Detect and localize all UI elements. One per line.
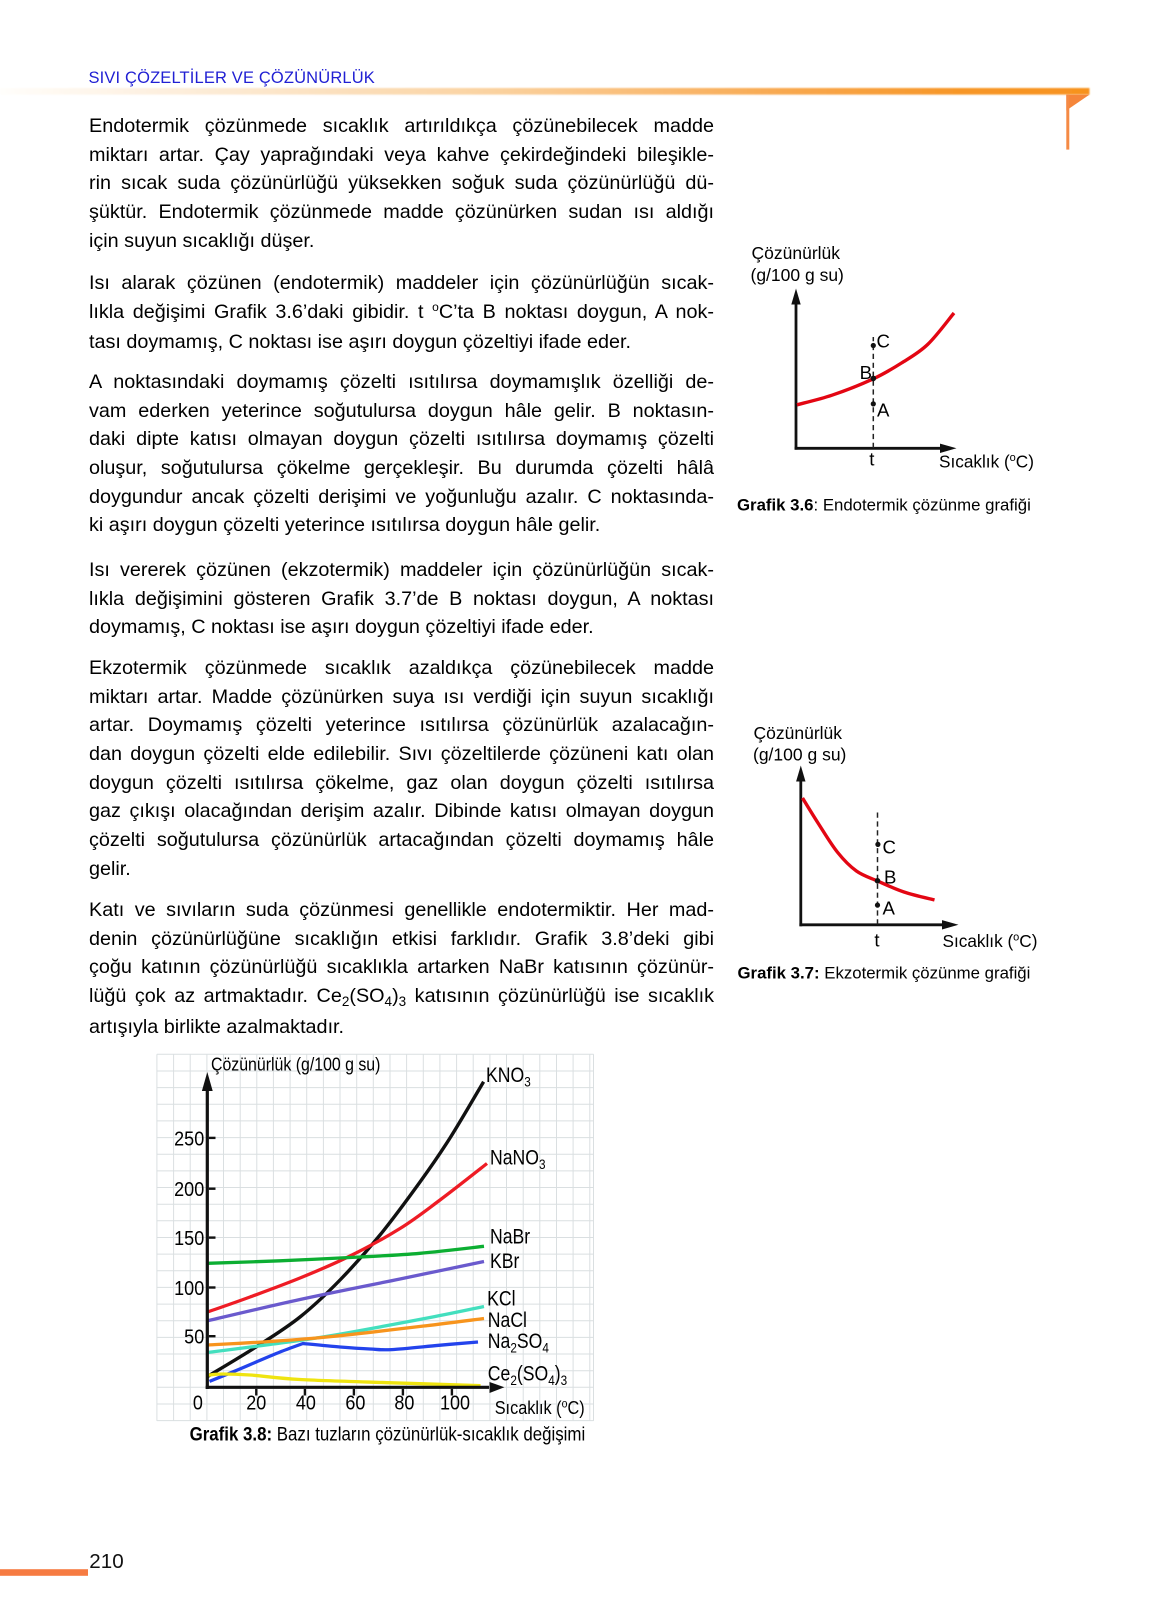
- svg-text:NaCl: NaCl: [488, 1309, 527, 1333]
- svg-text:100: 100: [440, 1393, 470, 1415]
- svg-text:KCl: KCl: [487, 1287, 515, 1311]
- svg-text:200: 200: [174, 1179, 204, 1201]
- svg-text:Sıcaklık (oC): Sıcaklık (oC): [943, 931, 1038, 951]
- svg-text:Çözünürlük: Çözünürlük: [754, 723, 843, 743]
- svg-text:80: 80: [394, 1393, 414, 1415]
- svg-text:NaNO3: NaNO3: [490, 1146, 546, 1172]
- svg-text:C: C: [883, 837, 896, 858]
- svg-text:B: B: [860, 362, 872, 383]
- svg-text:Grafik 3.7: Ekzotermik çözünme: Grafik 3.7: Ekzotermik çözünme grafiği: [738, 964, 1031, 983]
- svg-text:t: t: [874, 930, 880, 951]
- svg-text:20: 20: [246, 1393, 266, 1415]
- svg-text:60: 60: [345, 1393, 365, 1415]
- svg-text:40: 40: [296, 1393, 316, 1415]
- svg-text:(g/100 g su): (g/100 g su): [753, 745, 846, 765]
- svg-text:Sıcaklık (oC): Sıcaklık (oC): [939, 452, 1034, 472]
- svg-text:KBr: KBr: [490, 1250, 520, 1274]
- svg-text:NaBr: NaBr: [490, 1225, 531, 1249]
- svg-text:(g/100 g su): (g/100 g su): [751, 265, 844, 285]
- svg-text:250: 250: [174, 1128, 204, 1150]
- svg-text:B: B: [884, 867, 896, 888]
- svg-text:t: t: [869, 449, 875, 470]
- svg-text:Na2SO4: Na2SO4: [488, 1330, 549, 1356]
- svg-text:Grafik 3.8: Bazı tuzların çözü: Grafik 3.8: Bazı tuzların çözünürlük-sıc…: [190, 1423, 586, 1444]
- svg-text:210: 210: [89, 1550, 123, 1573]
- svg-text:A: A: [877, 400, 890, 421]
- svg-text:C: C: [877, 331, 890, 352]
- svg-text:Ce2(SO4)3: Ce2(SO4)3: [488, 1362, 567, 1388]
- svg-text:100: 100: [174, 1278, 204, 1300]
- svg-text:Çözünürlük (g/100 g su): Çözünürlük (g/100 g su): [211, 1053, 380, 1074]
- svg-text:Sıcaklık (oC): Sıcaklık (oC): [495, 1397, 585, 1418]
- svg-text:A: A: [883, 898, 896, 919]
- svg-text:150: 150: [174, 1228, 204, 1250]
- svg-text:50: 50: [184, 1327, 204, 1349]
- svg-text:Çözünürlük: Çözünürlük: [752, 243, 841, 263]
- svg-text:0: 0: [193, 1393, 203, 1415]
- svg-text:Grafik 3.6: Endotermik çözünme: Grafik 3.6: Endotermik çözünme grafiği: [737, 496, 1031, 515]
- svg-text:KNO3: KNO3: [486, 1064, 531, 1090]
